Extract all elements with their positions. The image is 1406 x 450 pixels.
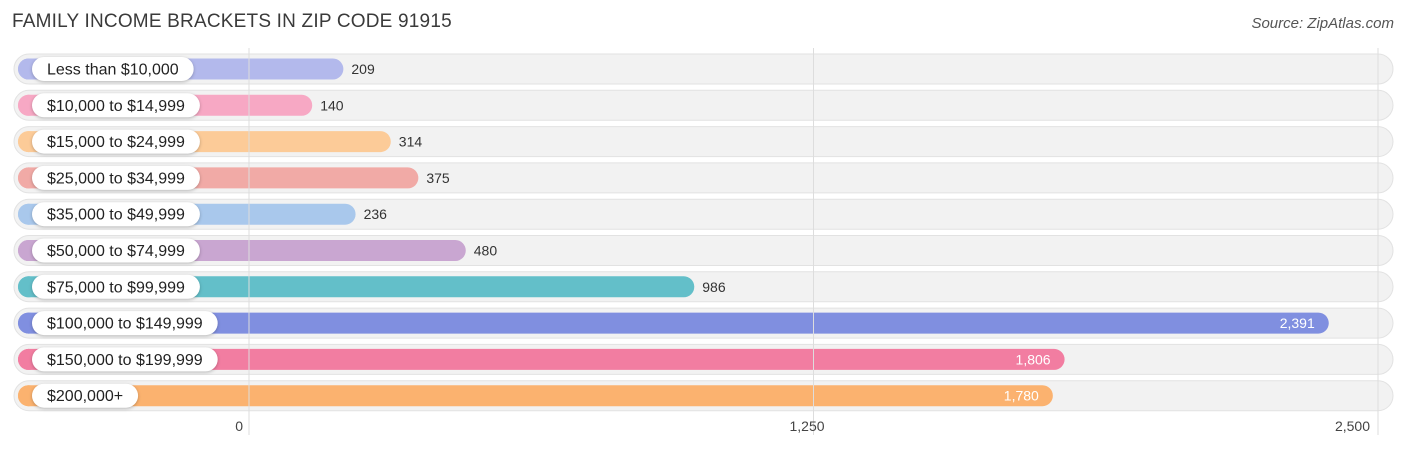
tick-label: 1,250: [790, 418, 825, 434]
category-label: $150,000 to $199,999: [47, 352, 203, 369]
category-pill: [32, 202, 200, 227]
bar: [18, 348, 1065, 370]
category-pill: [32, 274, 200, 299]
category-label: $100,000 to $149,999: [47, 316, 203, 333]
tick-label: 2,500: [1335, 418, 1370, 434]
value-label: 375: [426, 170, 450, 186]
category-label: $10,000 to $14,999: [47, 98, 185, 115]
value-label: 209: [351, 61, 375, 77]
chart-source: Source: ZipAtlas.com: [1251, 15, 1394, 32]
value-label: 1,780: [1004, 388, 1039, 404]
category-label: Less than $10,000: [47, 62, 179, 79]
category-pill: [32, 129, 200, 154]
category-label: $200,000+: [47, 388, 123, 405]
value-label: 1,806: [1016, 351, 1051, 367]
category-pill: [32, 165, 200, 190]
value-label: 986: [702, 279, 726, 295]
category-pill: [32, 238, 200, 263]
category-pill: [32, 311, 218, 336]
chart-title: FAMILY INCOME BRACKETS IN ZIP CODE 91915: [12, 11, 452, 32]
tick-label: 0: [235, 418, 243, 434]
category-pill: [32, 347, 218, 372]
value-label: 480: [474, 243, 498, 259]
bar: [18, 385, 1053, 407]
row-track: [13, 198, 1394, 230]
value-label: 236: [364, 206, 388, 222]
row-track: [13, 53, 1394, 85]
category-label: $15,000 to $24,999: [47, 134, 185, 151]
bar: [18, 312, 1329, 334]
value-label: 314: [399, 134, 423, 150]
category-pill: [32, 57, 194, 81]
category-label: $35,000 to $49,999: [47, 207, 185, 224]
category-label: $50,000 to $74,999: [47, 243, 185, 260]
value-label: 140: [320, 97, 344, 113]
category-label: $25,000 to $34,999: [47, 170, 185, 187]
category-pill: [32, 383, 139, 408]
row-track: [13, 89, 1394, 121]
category-label: $75,000 to $99,999: [47, 279, 185, 296]
category-pill: [32, 93, 200, 118]
value-label: 2,391: [1280, 315, 1315, 331]
